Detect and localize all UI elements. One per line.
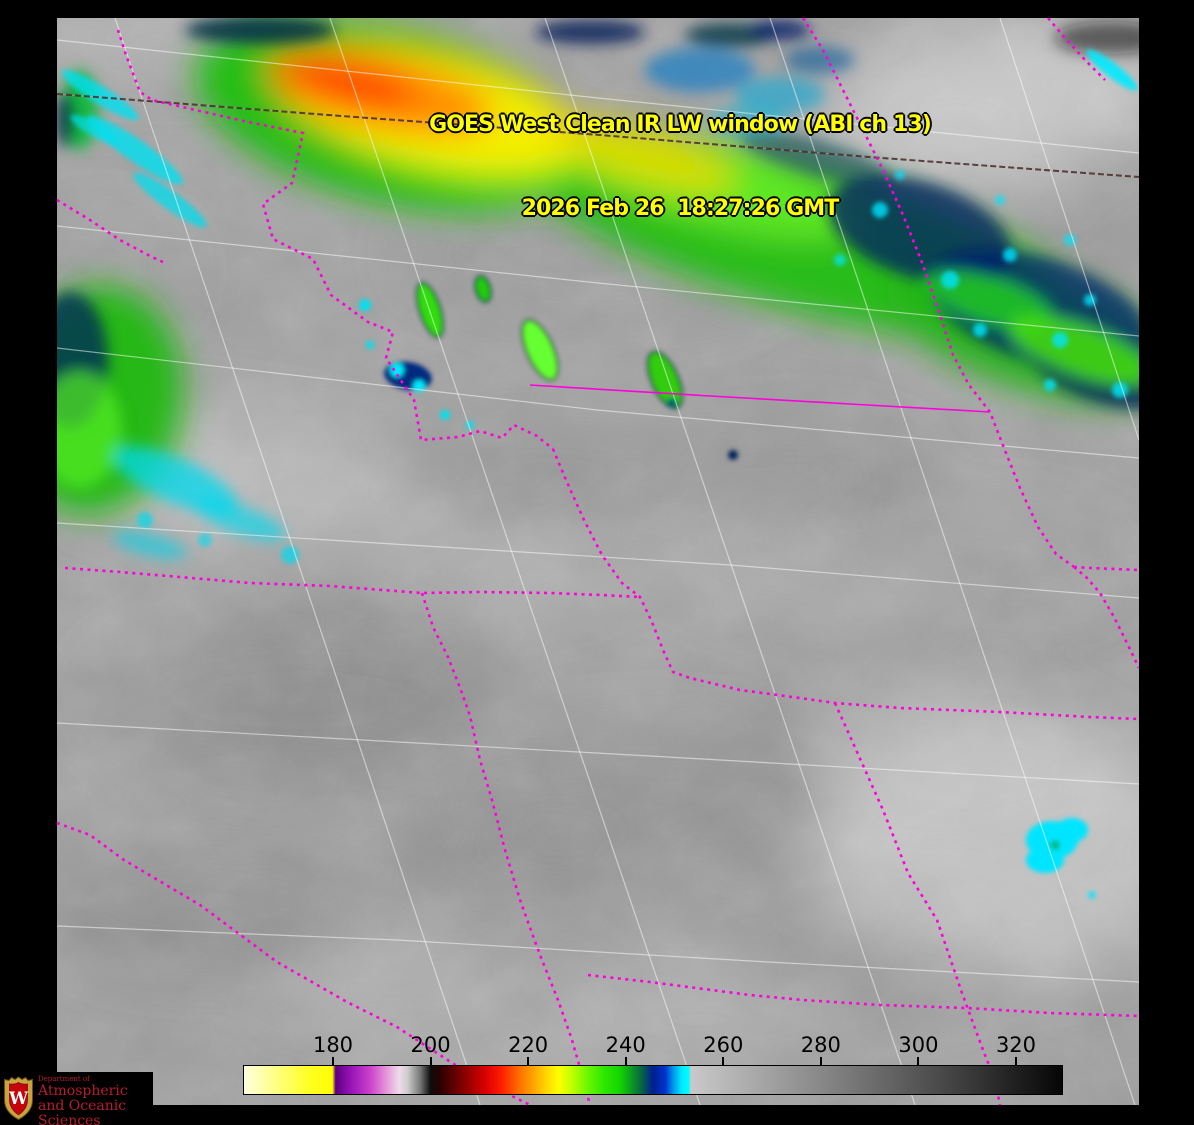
- colorbar-label-200: 200: [410, 1033, 451, 1057]
- colorbar-tick: [624, 1057, 627, 1065]
- logo-dept-line2: and Oceanic Sciences: [38, 1098, 127, 1125]
- colorbar-tick: [722, 1057, 725, 1065]
- colorbar-label-300: 300: [898, 1033, 939, 1057]
- title-line-2: 2026 Feb 26 18:27:26 GMT: [521, 196, 840, 221]
- temperature-colorbar: [243, 1065, 1063, 1095]
- colorbar-tick: [332, 1057, 334, 1065]
- title-line-1: GOES West Clean IR LW window (ABI ch 13): [429, 112, 932, 137]
- colorbar-tick: [429, 1057, 432, 1065]
- colorbar-label-320: 320: [995, 1033, 1037, 1057]
- satellite-image: GOES West Clean IR LW window (ABI ch 13)…: [57, 18, 1139, 1105]
- uw-aos-logo: W Department of Atmospheric and Oceanic …: [0, 1072, 153, 1125]
- lat-lon-graticule: [57, 18, 1139, 1105]
- colorbar-tick: [819, 1057, 822, 1065]
- colorbar-label-180: 180: [312, 1033, 354, 1057]
- logo-dept-line1: Atmospheric: [38, 1083, 128, 1099]
- colorbar-tick: [1014, 1057, 1017, 1065]
- crest-letter: W: [8, 1089, 29, 1109]
- ir-enhanced-clouds: [57, 18, 1139, 899]
- colorbar-label-280: 280: [800, 1033, 841, 1057]
- logo-dept-prefix: Department of: [38, 1075, 90, 1083]
- colorbar-label-220: 220: [508, 1033, 549, 1057]
- colorbar-tick: [917, 1057, 920, 1065]
- colorbar-label-240: 240: [605, 1033, 646, 1057]
- uw-crest-icon: W: [3, 1076, 34, 1125]
- international-border-line: [57, 93, 1139, 178]
- satellite-canvas: [57, 18, 1139, 1105]
- colorbar-tick: [527, 1057, 530, 1065]
- image-title: GOES West Clean IR LW window (ABI ch 13)…: [340, 55, 1020, 279]
- colorbar-label-260: 260: [703, 1033, 744, 1057]
